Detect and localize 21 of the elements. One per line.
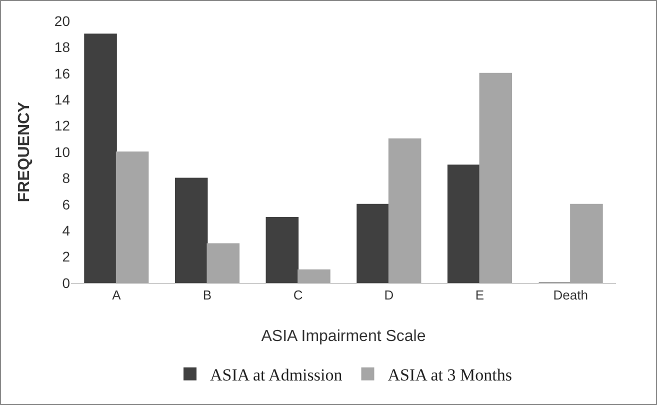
legend-label: ASIA at 3 Months: [388, 366, 512, 385]
x-axis-title: ASIA Impairment Scale: [261, 328, 426, 345]
y-tick-label: 16: [54, 65, 70, 82]
y-tick-label: 4: [62, 222, 70, 238]
y-tick-label: 2: [62, 248, 70, 265]
y-tick-label: 0: [62, 274, 70, 291]
y-tick-label: 10: [54, 144, 70, 160]
y-tick-label: 18: [54, 39, 70, 56]
x-tick-label: D: [384, 288, 394, 303]
x-tick-label: A: [112, 288, 122, 303]
y-tick-label: 6: [62, 196, 70, 212]
y-tick-label: 14: [54, 92, 70, 108]
x-tick-label: B: [202, 288, 212, 303]
y-tick-label: 20: [54, 12, 70, 29]
y-tick-label: 12: [54, 118, 70, 134]
x-tick-label: Death: [553, 288, 588, 303]
legend-label: ASIA at Admission: [210, 366, 343, 385]
x-tick-label: E: [475, 288, 484, 303]
x-tick-label: C: [293, 288, 303, 303]
y-axis-title: FREQUENCY: [16, 101, 33, 202]
y-tick-label: 8: [62, 170, 70, 186]
